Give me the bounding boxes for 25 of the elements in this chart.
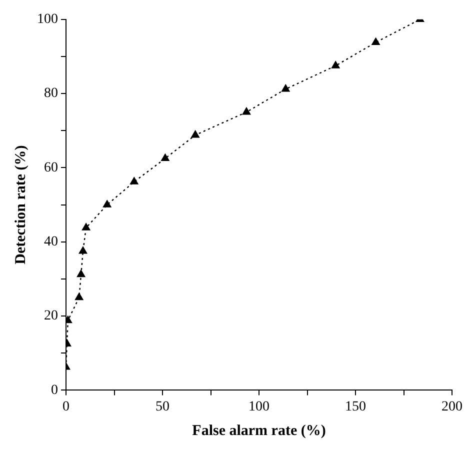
- x-tick-label: 0: [62, 399, 70, 414]
- point: [282, 84, 290, 92]
- y-tick-label: 40: [44, 234, 58, 250]
- x-tick-label: 150: [345, 399, 366, 414]
- point: [332, 61, 340, 68]
- x-tick-label: 50: [156, 399, 170, 414]
- y-tick-label: 100: [37, 12, 58, 28]
- point: [103, 200, 112, 208]
- y-tick-label: 20: [44, 308, 58, 324]
- point: [78, 246, 88, 254]
- y-tick-label: 60: [44, 160, 58, 176]
- y-tick-label: 80: [44, 86, 58, 102]
- y-axis-title: Detection rate (%): [12, 145, 29, 264]
- point: [242, 108, 251, 115]
- point: [82, 223, 90, 230]
- y-tick-label: 0: [51, 382, 58, 398]
- point: [76, 270, 86, 278]
- point: [75, 292, 84, 300]
- point: [372, 38, 380, 45]
- x-axis-title: False alarm rate (%): [192, 422, 326, 439]
- x-tick-label: 100: [248, 399, 270, 414]
- x-tick-label: 200: [442, 399, 462, 414]
- point: [161, 154, 170, 162]
- point: [130, 177, 138, 184]
- point: [191, 130, 200, 138]
